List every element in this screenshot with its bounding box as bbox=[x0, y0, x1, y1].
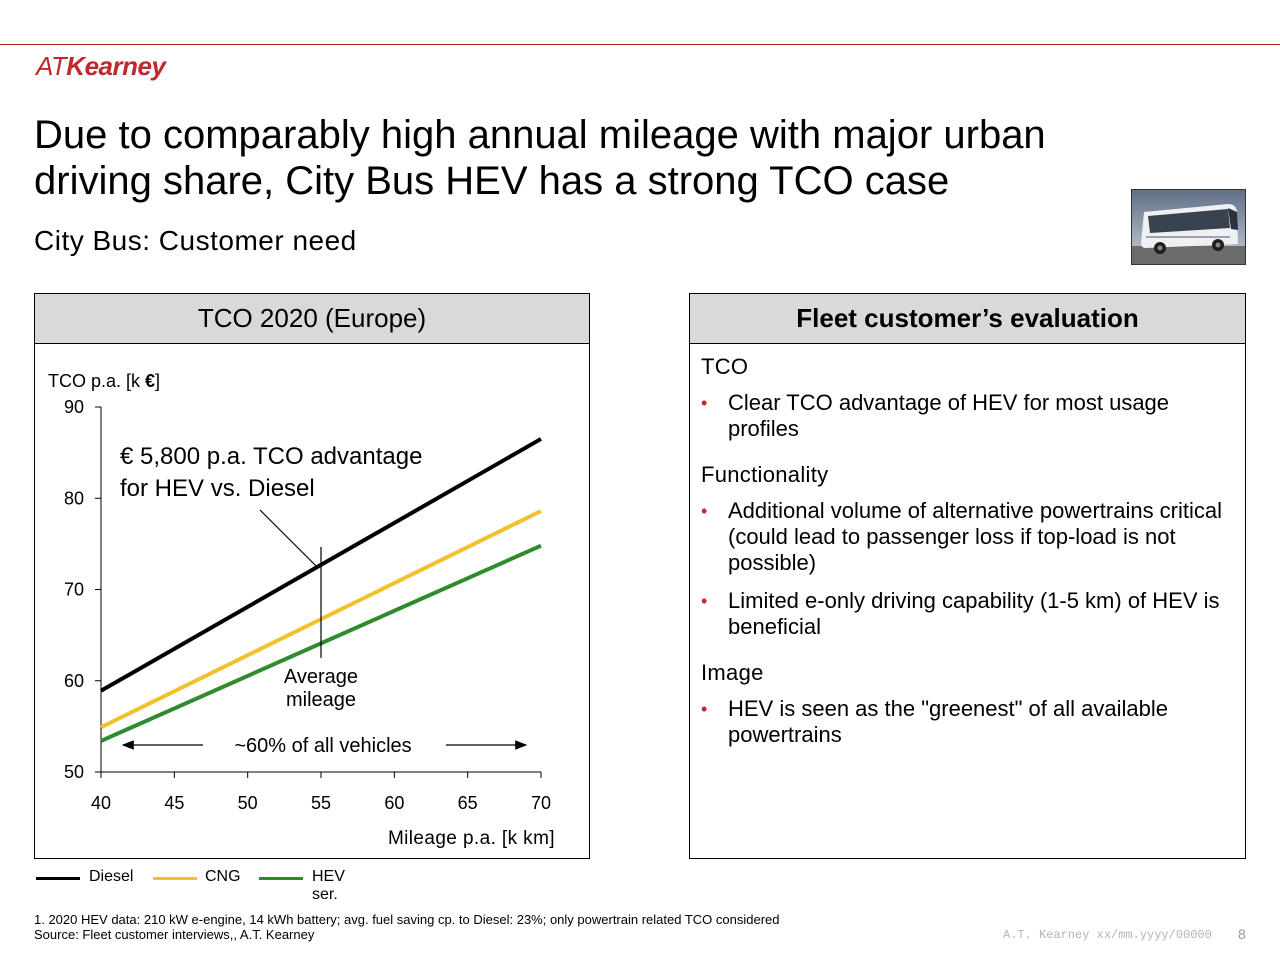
city-bus-photo bbox=[1131, 189, 1246, 265]
evaluation-panel-header: Fleet customer’s evaluation bbox=[690, 294, 1245, 344]
bullet-icon: • bbox=[701, 393, 708, 413]
legend-label-diesel: Diesel bbox=[89, 868, 134, 885]
average-mileage-label-line2: mileage bbox=[286, 689, 356, 711]
list-item: • Limited e-only driving capability (1-5 … bbox=[701, 588, 1220, 639]
x-tick-label: 60 bbox=[384, 793, 404, 813]
advantage-pointer bbox=[259, 509, 318, 568]
x-tick-label: 55 bbox=[311, 793, 331, 813]
y-tick-label: 60 bbox=[64, 671, 84, 691]
header-rule bbox=[0, 44, 1280, 45]
functionality-bullet-list: • Additional volume of alternative powert… bbox=[701, 498, 1231, 640]
chart-axes: 50 60 70 80 90 40 45 50 55 60 65 70 bbox=[64, 397, 551, 813]
y-tick-label: 50 bbox=[64, 762, 84, 782]
y-tick-label: 80 bbox=[64, 488, 84, 508]
page-title: Due to comparably high annual mileage wi… bbox=[34, 113, 1046, 203]
x-tick-label: 40 bbox=[91, 793, 111, 813]
x-axis-label: Mileage p.a. [k km] bbox=[388, 828, 555, 849]
advantage-annotation-line2: for HEV vs. Diesel bbox=[120, 475, 315, 502]
fleet-evaluation-panel: Fleet customer’s evaluation TCO • Clear T… bbox=[689, 293, 1246, 859]
document-code: A.T. Kearney xx/mm.yyyy/00000 bbox=[1003, 928, 1212, 942]
x-tick-label: 70 bbox=[531, 793, 551, 813]
y-tick-label: 90 bbox=[64, 397, 84, 417]
tco-bullet-list: • Clear TCO advantage of HEV for most usa… bbox=[701, 390, 1231, 442]
list-item: • Additional volume of alternative powert… bbox=[701, 498, 1223, 575]
legend-label-cng: CNG bbox=[205, 868, 241, 885]
page-number: 8 bbox=[1238, 926, 1246, 942]
atkearney-logo: ATKearney bbox=[36, 51, 166, 81]
footnote-line: 1. 2020 HEV data: 210 kW e-engine, 14 kW… bbox=[34, 912, 780, 927]
section-heading-tco: TCO bbox=[701, 354, 749, 379]
list-item: • HEV is seen as the "greenest" of all av… bbox=[701, 696, 1168, 747]
bullet-icon: • bbox=[701, 501, 708, 521]
footnote: 1. 2020 HEV data: 210 kW e-engine, 14 kW… bbox=[34, 912, 780, 942]
bullet-icon: • bbox=[701, 591, 708, 611]
tco-chart-panel: TCO 2020 (Europe) TCO p.a. [k €] 50 60 70 8… bbox=[34, 293, 590, 859]
legend-swatch-diesel bbox=[36, 877, 80, 880]
y-tick-label: 70 bbox=[64, 580, 84, 600]
x-tick-label: 45 bbox=[164, 793, 184, 813]
page-subtitle: City Bus: Customer need bbox=[34, 225, 357, 256]
vehicle-share-label: ~60% of all vehicles bbox=[234, 735, 411, 757]
section-heading-functionality: Functionality bbox=[701, 462, 829, 487]
bullet-icon: • bbox=[701, 699, 708, 719]
legend-swatch-hev bbox=[259, 877, 303, 880]
evaluation-content: TCO • Clear TCO advantage of HEV for most… bbox=[701, 354, 1231, 768]
legend-swatch-cng bbox=[153, 877, 197, 880]
tco-panel-header: TCO 2020 (Europe) bbox=[35, 294, 589, 344]
legend-label-hev: HEV ser. bbox=[312, 868, 345, 903]
source-line: Source: Fleet customer interviews,, A.T.… bbox=[34, 927, 315, 942]
y-axis-label: TCO p.a. [k €] bbox=[48, 371, 160, 391]
average-mileage-label-line1: Average bbox=[284, 666, 358, 688]
image-bullet-list: • HEV is seen as the "greenest" of all av… bbox=[701, 696, 1231, 748]
list-item: • Clear TCO advantage of HEV for most usa… bbox=[701, 390, 1170, 441]
x-tick-label: 65 bbox=[458, 793, 478, 813]
x-tick-label: 50 bbox=[238, 793, 258, 813]
advantage-annotation-line1: € 5,800 p.a. TCO advantage bbox=[120, 443, 422, 470]
section-heading-image: Image bbox=[701, 660, 764, 685]
chart-annotations: € 5,800 p.a. TCO advantage for HEV vs. D… bbox=[120, 443, 528, 757]
